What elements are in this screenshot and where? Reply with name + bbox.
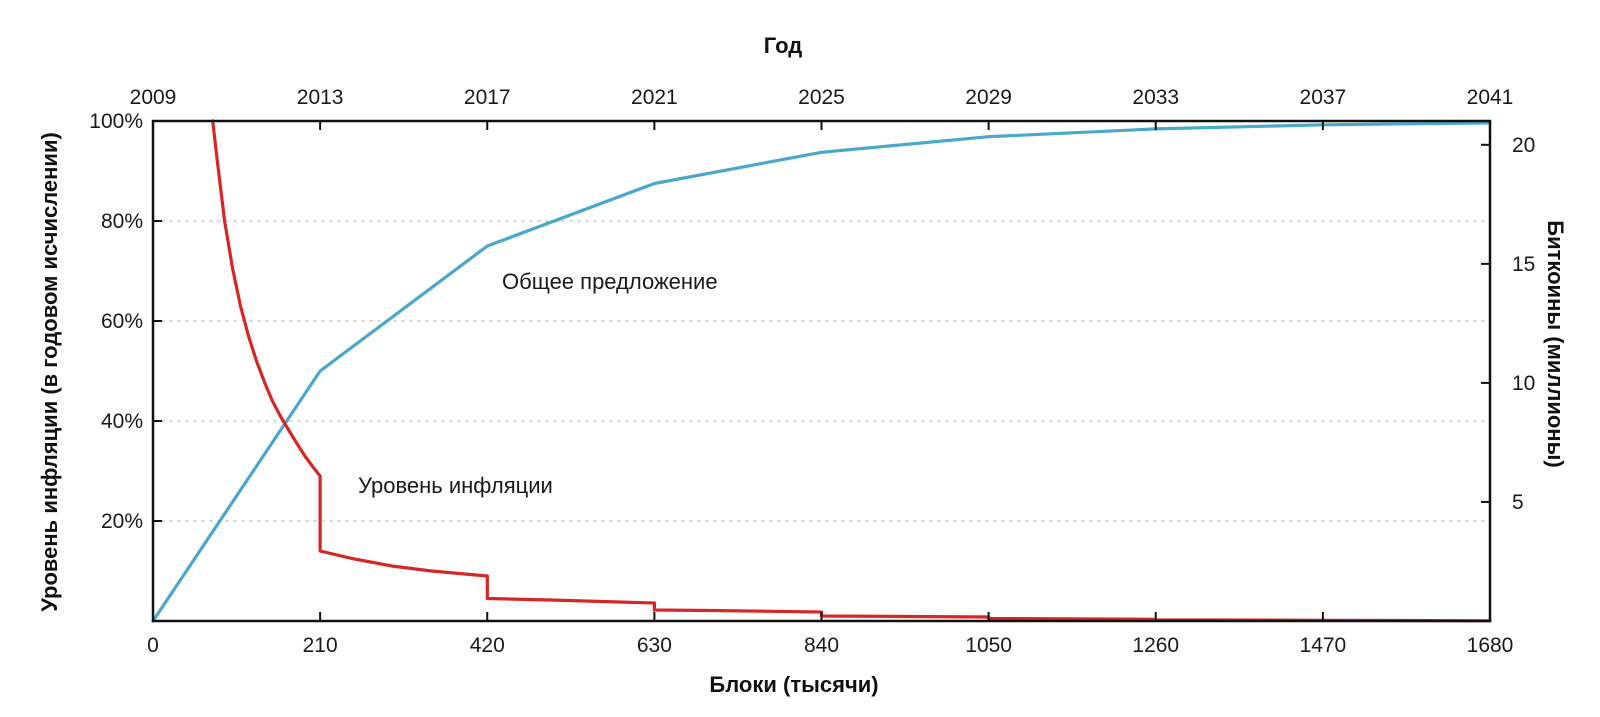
- x-axis-title: Блоки (тысячи): [709, 672, 878, 697]
- left-tick-label: 80%: [101, 210, 143, 233]
- x-tick-label: 1050: [965, 634, 1012, 657]
- left-y-axis-title: Уровень инфляции (в годовом исчислении): [37, 132, 62, 612]
- x-tick-label: 630: [637, 634, 672, 657]
- plot-frame: [151, 119, 1492, 623]
- x-tick-label: 1470: [1300, 634, 1347, 657]
- right-tick-label: 20: [1512, 134, 1535, 157]
- supply-series-label: Общее предложение: [502, 269, 718, 294]
- right-y-axis-title: Биткоины (миллионы): [1543, 220, 1568, 467]
- supply-line: [151, 121, 1492, 623]
- left-tick-label: 20%: [101, 510, 143, 533]
- grid-lines: [153, 220, 1490, 522]
- top-tick-label: 2013: [297, 86, 344, 109]
- inflation-series-label: Уровень инфляции: [358, 473, 553, 498]
- top-tick-label: 2037: [1300, 86, 1347, 109]
- x-tick-label: 420: [470, 634, 505, 657]
- x-tick-label: 1680: [1467, 634, 1514, 657]
- x-tick-label: 0: [147, 634, 159, 657]
- left-tick-label: 60%: [101, 310, 143, 333]
- left-tick-label: 100%: [89, 110, 143, 133]
- inflation-line: [211, 119, 1492, 623]
- top-tick-label: 2041: [1467, 86, 1514, 109]
- x-tick-label: 210: [303, 634, 338, 657]
- top-axis-title: Год: [764, 33, 803, 58]
- right-tick-label: 5: [1512, 491, 1524, 514]
- top-tick-label: 2017: [464, 86, 511, 109]
- top-tick-label: 2021: [631, 86, 678, 109]
- top-tick-label: 2033: [1132, 86, 1179, 109]
- x-tick-label: 1260: [1132, 634, 1179, 657]
- left-tick-label: 40%: [101, 410, 143, 433]
- top-tick-label: 2025: [798, 86, 845, 109]
- x-tick-label: 840: [804, 634, 839, 657]
- right-tick-label: 10: [1512, 372, 1535, 395]
- right-tick-label: 15: [1512, 253, 1535, 276]
- top-tick-label: 2029: [965, 86, 1012, 109]
- top-tick-label: 2009: [130, 86, 177, 109]
- series-layer: [151, 119, 1492, 623]
